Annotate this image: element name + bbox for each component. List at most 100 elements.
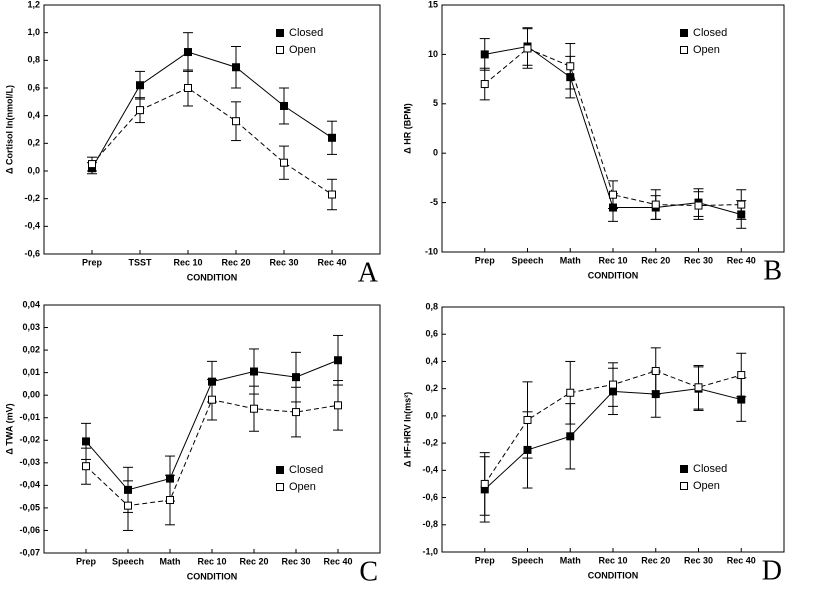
marker	[737, 200, 746, 209]
y-tick-label: 0,0	[27, 165, 40, 175]
marker	[208, 395, 216, 404]
legend-label: Closed	[289, 464, 323, 476]
plot-frame	[441, 306, 785, 553]
y-tick-label: -0,4	[422, 465, 438, 475]
legend-label: Open	[693, 480, 720, 492]
y-tick-label: -0,2	[24, 193, 40, 203]
x-tick-label: Rec 20	[239, 556, 268, 566]
marker	[480, 479, 489, 488]
panel-label: D	[762, 555, 782, 586]
marker	[232, 117, 240, 126]
y-tick-label: 0,0	[425, 410, 438, 420]
x-tick-label: Math	[560, 555, 581, 565]
x-tick-label: Rec 40	[727, 255, 756, 265]
x-axis-label: CONDITION	[588, 570, 639, 580]
marker	[328, 133, 336, 142]
x-tick-label: Rec 20	[641, 255, 670, 265]
marker	[292, 373, 300, 382]
marker	[334, 401, 342, 410]
legend-label: Open	[289, 44, 316, 56]
x-tick-label: Rec 30	[684, 255, 713, 265]
x-axis-label: CONDITION	[588, 270, 639, 280]
marker	[694, 201, 703, 210]
marker	[328, 190, 336, 199]
marker	[280, 158, 288, 167]
legend-label: Closed	[693, 27, 727, 39]
panel-label: A	[358, 257, 379, 288]
x-tick-label: Rec 30	[281, 556, 310, 566]
legend-marker	[276, 483, 284, 491]
legend-marker	[276, 466, 284, 474]
y-axis-label: Δ HF-HRV ln(ms²)	[402, 392, 412, 467]
y-tick-label: -0,2	[422, 437, 438, 447]
x-tick-label: Rec 40	[323, 556, 352, 566]
marker	[136, 81, 144, 90]
marker	[523, 44, 532, 53]
marker	[609, 380, 617, 389]
x-tick-label: Rec 10	[197, 556, 226, 566]
y-axis-label: Δ Cortisol ln(nmol/L)	[4, 85, 14, 174]
marker	[166, 496, 174, 505]
y-tick-label: -0,07	[19, 547, 40, 557]
y-tick-label: -0,8	[422, 519, 438, 529]
marker	[124, 501, 132, 510]
y-tick-label: 0,4	[425, 356, 438, 366]
y-tick-label: 0,01	[22, 367, 40, 377]
legend-marker	[680, 29, 688, 37]
y-tick-label: -0,03	[19, 457, 40, 467]
y-tick-label: -0,4	[24, 221, 40, 231]
y-tick-label: 5	[433, 98, 438, 108]
marker	[523, 415, 532, 424]
marker	[250, 404, 258, 413]
y-tick-label: -10	[425, 246, 438, 256]
y-tick-label: 0,4	[27, 110, 40, 120]
marker	[609, 190, 617, 199]
legend-marker	[276, 46, 284, 54]
y-tick-label: -0,05	[19, 502, 40, 512]
marker	[292, 408, 300, 417]
marker	[480, 80, 489, 89]
x-tick-label: Speech	[511, 255, 543, 265]
y-tick-label: 0,02	[22, 344, 40, 354]
x-tick-label: Rec 30	[684, 555, 713, 565]
x-tick-label: Speech	[511, 555, 543, 565]
y-tick-label: 0,6	[27, 82, 40, 92]
y-tick-label: -0,6	[24, 248, 40, 258]
y-tick-label: 0,03	[22, 322, 40, 332]
marker	[566, 62, 575, 71]
plot-frame	[43, 304, 381, 554]
legend-marker	[680, 482, 688, 490]
x-axis-label: CONDITION	[187, 571, 238, 581]
marker	[334, 356, 342, 365]
x-tick-label: Rec 20	[641, 555, 670, 565]
y-tick-label: 0,2	[27, 138, 40, 148]
series-line	[91, 87, 333, 195]
plot-frame	[43, 4, 381, 255]
y-tick-label: -0,01	[19, 412, 40, 422]
x-tick-label: Rec 20	[221, 257, 250, 267]
y-tick-label: 0,6	[425, 329, 438, 339]
legend-label: Closed	[289, 27, 323, 39]
y-tick-label: 10	[428, 49, 438, 59]
y-tick-label: 0,2	[425, 383, 438, 393]
x-tick-label: Prep	[76, 556, 97, 566]
legend-label: Open	[693, 44, 720, 56]
marker	[82, 462, 90, 471]
x-tick-label: TSST	[128, 257, 152, 267]
marker	[651, 200, 660, 209]
x-tick-label: Rec 40	[727, 555, 756, 565]
marker	[480, 50, 489, 59]
y-tick-label: -0,02	[19, 435, 40, 445]
x-tick-label: Prep	[475, 555, 496, 565]
marker	[232, 63, 240, 72]
legend-label: Open	[289, 481, 316, 493]
x-tick-label: Rec 40	[317, 257, 346, 267]
y-tick-label: 0,8	[27, 55, 40, 65]
y-axis-label: Δ TWA (mV)	[4, 403, 14, 454]
x-axis-label: CONDITION	[187, 272, 238, 282]
x-tick-label: Speech	[112, 556, 144, 566]
y-tick-label: 0,00	[22, 390, 40, 400]
y-tick-label: 0,8	[425, 301, 438, 311]
marker	[184, 84, 192, 92]
